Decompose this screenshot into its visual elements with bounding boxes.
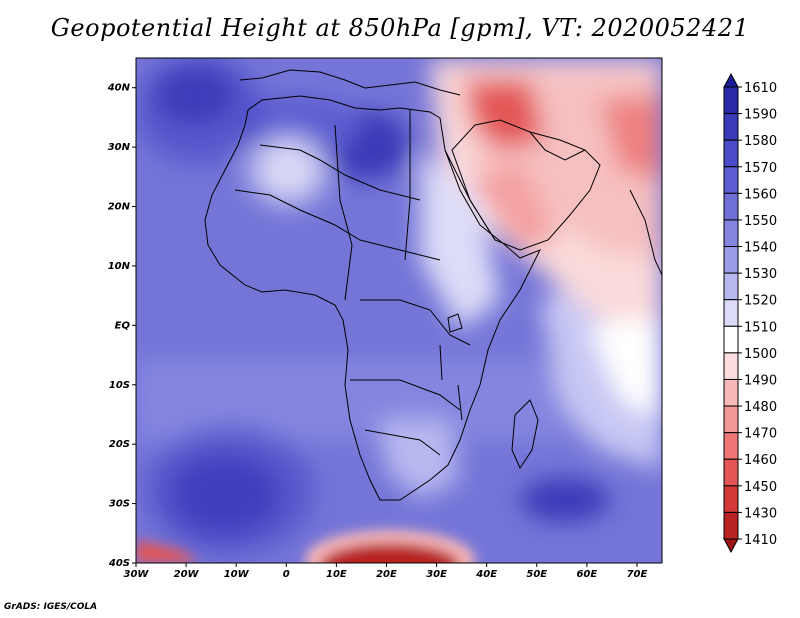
lon-label: 50E: [526, 569, 547, 580]
lat-label: EQ: [115, 320, 131, 331]
coastlines: [204, 69, 662, 501]
arabia-coastline: [451, 119, 601, 251]
colorbar-label: 1570: [744, 161, 777, 176]
colorbar-min-triangle: [723, 538, 739, 554]
lon-label: 30W: [124, 569, 150, 580]
colorbar: 1610 1590 1580 1570 1560 1550 1540 1530 1520 1510…: [723, 72, 777, 554]
colorbar-swatch: [723, 511, 739, 540]
colorbar-label: 1500: [744, 347, 777, 362]
colorbar-swatch: [723, 192, 739, 221]
colorbar-label: 1520: [744, 294, 777, 309]
colorbar-swatch: [723, 325, 739, 354]
lon-label: 0: [283, 569, 290, 580]
map-frame: [135, 57, 663, 564]
border-1: [259, 144, 421, 201]
longitude-axis: 30W 20W 10W 0 10E 20E 30E 40E 50E 60E 70E: [124, 563, 648, 580]
border-3: [334, 124, 353, 301]
colorbar-label: 1590: [744, 108, 777, 123]
madagascar-coastline: [511, 399, 539, 470]
colorbar-swatch: [723, 113, 739, 141]
lon-label: 30E: [426, 569, 447, 580]
colorbar-swatch: [723, 485, 739, 513]
colorbar-label: 1530: [744, 267, 777, 282]
border-7: [364, 429, 441, 456]
lat-label: 30N: [108, 142, 131, 153]
colorbar-label: 1490: [744, 373, 777, 388]
lake-victoria: [447, 313, 463, 333]
lon-label: 10E: [326, 569, 347, 580]
colorbar-swatch: [723, 352, 739, 380]
lat-label: 20N: [108, 202, 131, 213]
colorbar-swatch: [723, 299, 739, 327]
india-coastline: [629, 189, 662, 276]
lon-label: 20E: [376, 569, 397, 580]
colorbar-swatch: [723, 405, 739, 434]
colorbar-label: 1430: [744, 506, 777, 521]
red-sea: [444, 149, 496, 241]
colorbar-label: 1610: [744, 81, 777, 96]
colorbar-label: 1560: [744, 187, 777, 202]
lake-tanganyika: [439, 344, 443, 381]
border-4: [404, 110, 411, 261]
lon-label: 70E: [627, 569, 648, 580]
persian-gulf: [529, 131, 586, 161]
colorbar-label: 1580: [744, 134, 777, 149]
colorbar-swatch: [723, 246, 739, 274]
lat-label: 10N: [108, 261, 131, 272]
colorbar-swatch: [723, 166, 739, 194]
colorbar-max-triangle: [723, 72, 739, 88]
lat-label: 40S: [108, 558, 130, 569]
colorbar-swatch: [723, 378, 739, 407]
colorbar-label: 1460: [744, 453, 777, 468]
colorbar-swatch: [723, 219, 739, 248]
lat-label: 20S: [109, 439, 130, 450]
border-2: [234, 189, 441, 261]
colorbar-label: 1470: [744, 427, 777, 442]
colorbar-swatch: [723, 272, 739, 301]
colorbar-swatch: [723, 139, 739, 168]
border-5: [360, 299, 471, 346]
chart-title: Geopotential Height at 850hPa [gpm], VT:…: [50, 14, 750, 42]
border-6: [350, 379, 461, 411]
colorbar-swatch: [723, 432, 739, 460]
colorbar-label: 1550: [744, 214, 777, 229]
colorbar-label: 1410: [744, 533, 777, 548]
lat-label: 40N: [107, 83, 131, 94]
lon-label: 60E: [576, 569, 597, 580]
colorbar-label: 1450: [744, 480, 777, 495]
lat-label: 30S: [109, 499, 130, 510]
latitude-axis: 40N 30N 20N 10N EQ 10S 20S 30S 40S: [107, 83, 136, 569]
colorbar-label: 1480: [744, 400, 777, 415]
colorbar-swatch: [723, 86, 739, 115]
height-field: [136, 58, 662, 563]
colorbar-label: 1540: [744, 241, 777, 256]
lon-label: 20W: [174, 569, 200, 580]
lake-malawi: [457, 384, 463, 421]
africa-coastline: [204, 95, 542, 501]
lon-label: 40E: [475, 569, 497, 580]
lon-label: 10W: [224, 569, 250, 580]
grads-credit: GrADS: IGES/COLA: [4, 602, 98, 612]
lat-label: 10S: [109, 380, 130, 391]
colorbar-label: 1510: [744, 320, 777, 335]
europe-coastline: [239, 69, 461, 96]
colorbar-swatch: [723, 458, 739, 487]
